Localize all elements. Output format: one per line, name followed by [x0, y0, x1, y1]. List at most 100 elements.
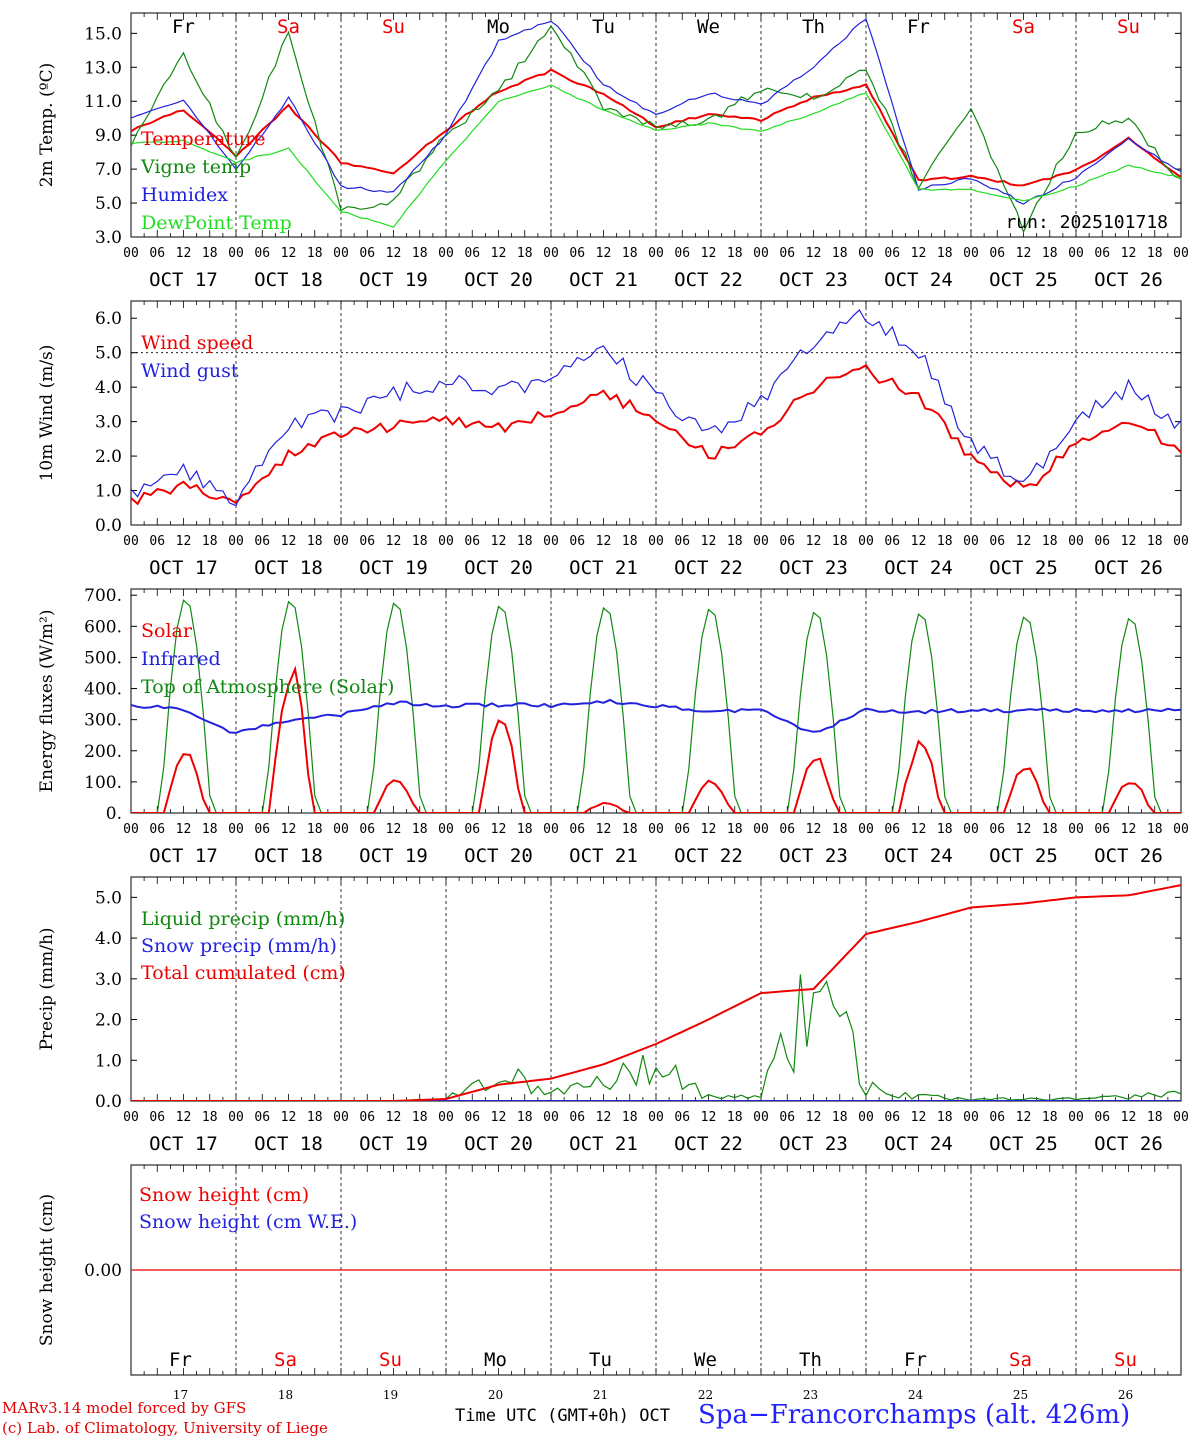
hour-tick-label: 18 — [1042, 822, 1058, 837]
hour-tick-label: 12 — [701, 1110, 717, 1125]
date-label: OCT 20 — [464, 269, 533, 291]
day-name: Su — [379, 1349, 402, 1371]
hour-tick-label: 00 — [753, 246, 769, 261]
hour-tick-label: 00 — [858, 1110, 874, 1125]
hour-tick-label: 12 — [596, 534, 612, 549]
hour-tick-label: 00 — [1068, 246, 1084, 261]
hour-tick-label: 18 — [727, 1110, 743, 1125]
hour-tick-label: 18 — [202, 1110, 218, 1125]
y-tick-label: 5.0 — [95, 194, 122, 214]
series-line-solar — [131, 665, 1181, 813]
day-number: 18 — [278, 1388, 293, 1400]
hour-tick-label: 18 — [937, 246, 953, 261]
y-tick-label: 700. — [84, 586, 122, 606]
hour-tick-label: 12 — [281, 246, 297, 261]
hour-tick-label: 18 — [937, 534, 953, 549]
date-label: OCT 17 — [149, 557, 218, 579]
hour-tick-label: 06 — [569, 822, 585, 837]
y-tick-label: 4.0 — [95, 929, 122, 949]
hour-tick-label: 12 — [596, 1110, 612, 1125]
y-tick-label: 3.0 — [95, 413, 122, 433]
station-name: Spa−Francorchamps (alt. 426m) — [698, 1400, 1131, 1430]
series-line-infrared — [131, 698, 1181, 734]
date-label: OCT 24 — [884, 269, 953, 291]
hour-tick-label: 00 — [1173, 1110, 1189, 1125]
hour-tick-label: 18 — [307, 1110, 323, 1125]
hour-tick-label: 12 — [386, 534, 402, 549]
hour-tick-label: 12 — [701, 822, 717, 837]
hour-tick-label: 12 — [911, 1110, 927, 1125]
model-credit-line2: (c) Lab. of Climatology, University of L… — [2, 1419, 328, 1437]
hour-tick-label: 00 — [543, 534, 559, 549]
hour-tick-label: 06 — [569, 246, 585, 261]
hour-tick-label: 06 — [359, 534, 375, 549]
hour-tick-label: 12 — [596, 822, 612, 837]
date-label: OCT 23 — [779, 557, 848, 579]
day-number: 17 — [173, 1388, 188, 1400]
hour-tick-label: 18 — [832, 246, 848, 261]
hour-tick-label: 06 — [989, 534, 1005, 549]
hour-tick-label: 18 — [622, 246, 638, 261]
day-number: 19 — [383, 1388, 398, 1400]
hour-tick-label: 12 — [911, 534, 927, 549]
hour-tick-label: 06 — [464, 1110, 480, 1125]
date-label: OCT 17 — [149, 845, 218, 867]
hour-tick-label: 00 — [333, 534, 349, 549]
hour-tick-label: 06 — [1094, 822, 1110, 837]
hour-tick-label: 00 — [438, 534, 454, 549]
hour-tick-label: 06 — [464, 822, 480, 837]
hour-tick-label: 18 — [832, 822, 848, 837]
day-number: 26 — [1118, 1388, 1133, 1400]
hour-tick-label: 18 — [412, 534, 428, 549]
hour-tick-label: 00 — [963, 246, 979, 261]
legend-snow-height-cm-: Snow height (cm) — [139, 1184, 309, 1206]
legend-solar: Solar — [141, 620, 193, 642]
y-tick-label: 3.0 — [95, 970, 122, 990]
day-name: Fr — [172, 16, 195, 38]
legend-snow-precip-mm-h-: Snow precip (mm/h) — [141, 935, 337, 957]
hour-tick-label: 12 — [386, 1110, 402, 1125]
hour-tick-label: 06 — [884, 1110, 900, 1125]
series-line-wind-speed — [131, 363, 1181, 506]
y-tick-label: 7.0 — [95, 160, 122, 180]
hour-tick-label: 12 — [1121, 1110, 1137, 1125]
y-tick-label: 500. — [84, 648, 122, 668]
y-axis-label: 2m Temp. (ºC) — [37, 63, 57, 188]
y-tick-label: 13.0 — [84, 58, 122, 78]
hour-tick-label: 18 — [1147, 534, 1163, 549]
hour-tick-label: 18 — [727, 534, 743, 549]
hour-tick-label: 18 — [1147, 822, 1163, 837]
series-line-wind-gust — [131, 309, 1181, 507]
legend-wind-speed: Wind speed — [141, 332, 253, 354]
hour-tick-label: 12 — [806, 246, 822, 261]
series-line-vigne-temp — [131, 25, 1181, 234]
hour-tick-label: 18 — [727, 822, 743, 837]
legend-top-of-atmosphere-solar-: Top of Atmosphere (Solar) — [141, 676, 394, 698]
hour-tick-label: 00 — [228, 534, 244, 549]
hour-tick-label: 00 — [543, 1110, 559, 1125]
x-axis-labels: 00 06 12 18 OCT 17 00 06 12 18 OCT 18 00 06 12 18 OCT … — [123, 1110, 1189, 1155]
hour-tick-label: 00 — [1068, 534, 1084, 549]
hour-tick-label: 12 — [806, 1110, 822, 1125]
hour-tick-label: 00 — [543, 822, 559, 837]
y-tick-label: 300. — [84, 711, 122, 731]
hour-tick-label: 18 — [832, 534, 848, 549]
hour-tick-label: 12 — [176, 534, 192, 549]
series-line-dewpoint-temp — [131, 84, 1181, 228]
y-tick-label: 0.0 — [95, 1092, 122, 1112]
date-label: OCT 26 — [1094, 557, 1163, 579]
hour-tick-label: 18 — [202, 534, 218, 549]
y-tick-label: 1.0 — [95, 482, 122, 502]
hour-tick-label: 00 — [228, 822, 244, 837]
hour-tick-label: 06 — [779, 1110, 795, 1125]
day-name: Fr — [907, 16, 930, 38]
hour-tick-label: 18 — [832, 1110, 848, 1125]
date-label: OCT 25 — [989, 557, 1058, 579]
date-label: OCT 21 — [569, 845, 638, 867]
hour-tick-label: 12 — [1016, 534, 1032, 549]
hour-tick-label: 00 — [333, 246, 349, 261]
hour-tick-label: 18 — [622, 1110, 638, 1125]
panel-5: Snow height (cm) 0.00 Snow height (cm) Snow… — [37, 1164, 1182, 1400]
meteogram-chart: 2m Temp. (ºC) 3.0 5.0 7.0 9.0 11.0 13.0 15.0 Tem… — [37, 12, 1189, 1400]
hour-tick-label: 18 — [937, 1110, 953, 1125]
